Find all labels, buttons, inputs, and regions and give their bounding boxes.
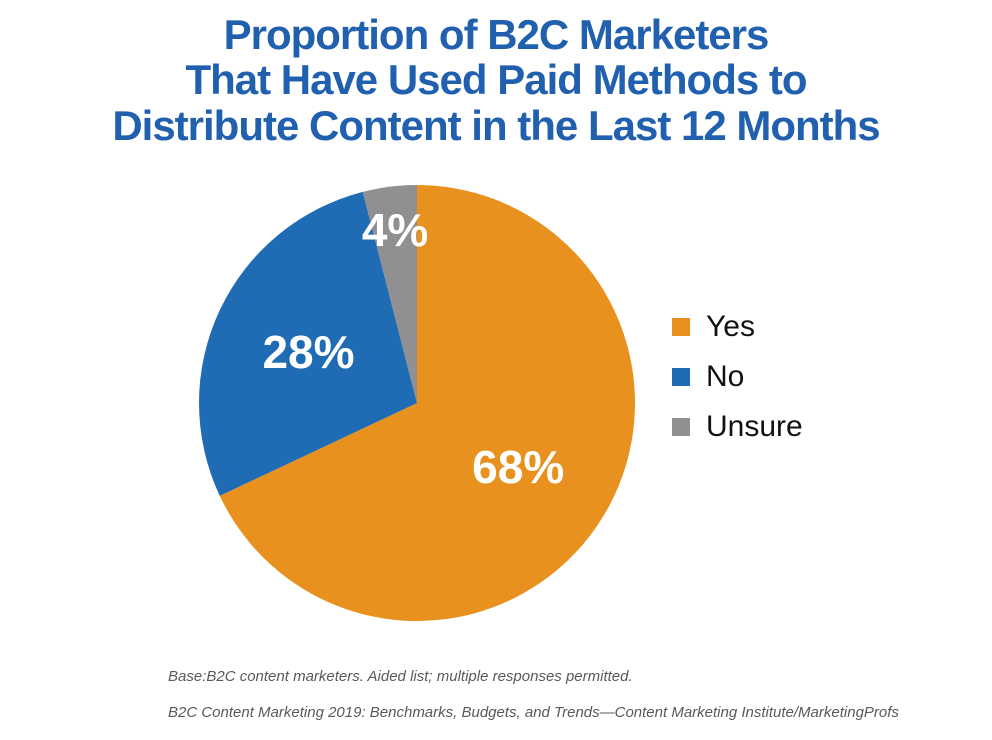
legend-item-unsure: Unsure [672, 408, 803, 446]
pie-chart-svg: 68% 28% 4% [199, 185, 635, 621]
legend-label-yes: Yes [706, 310, 755, 343]
legend-item-yes: Yes [672, 308, 803, 346]
footnote-base: Base:B2C content marketers. Aided list; … [168, 668, 633, 685]
chart-title-line-1: Proportion of B2C Marketers [223, 11, 770, 58]
legend-swatch-unsure [672, 418, 690, 436]
legend-label-unsure: Unsure [706, 410, 803, 443]
legend-swatch-no [672, 368, 690, 386]
pie-slice-no [199, 191, 417, 496]
chart-title-line-2: That Have Used Paid Methods to [185, 56, 807, 104]
pie-data-label-yes: 68% [472, 441, 564, 493]
legend: Yes No Unsure [672, 308, 803, 458]
pie-data-label-unsure: 4% [362, 204, 428, 256]
pie-slice-unsure [362, 185, 417, 403]
chart-title-line-3: Distribute Content in the Last 12 Months [112, 101, 880, 149]
pie-chart: 68% 28% 4% [199, 185, 635, 621]
footnote-source: B2C Content Marketing 2019: Benchmarks, … [168, 704, 899, 721]
chart-title: Proportion of B2C Marketers That Have Us… [0, 12, 992, 148]
pie-data-label-no: 28% [262, 326, 354, 378]
pie-slice-yes [219, 185, 635, 621]
legend-swatch-yes [672, 318, 690, 336]
legend-label-no: No [706, 360, 745, 393]
legend-item-no: No [672, 358, 803, 396]
